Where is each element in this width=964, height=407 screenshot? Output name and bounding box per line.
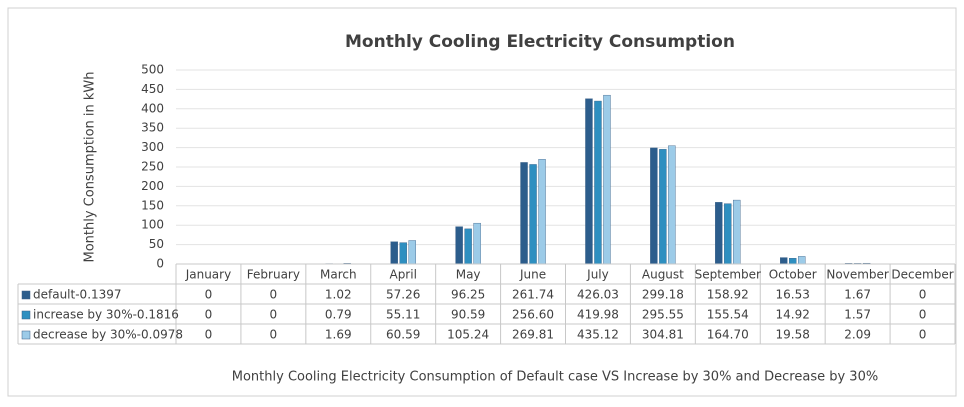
table-value: 1.02	[325, 288, 352, 302]
legend-swatch	[22, 291, 30, 299]
bar	[585, 99, 592, 264]
x-tick-label: March	[320, 268, 357, 282]
bar	[668, 146, 675, 264]
bar	[780, 258, 787, 264]
bar	[530, 164, 537, 264]
table-value: 1.69	[325, 328, 352, 342]
bar	[603, 95, 610, 264]
y-axis-label: Monthly Consumption in kWh	[83, 71, 98, 262]
y-tick-label: 500	[141, 63, 164, 77]
table-value: 1.67	[844, 288, 871, 302]
table-value: 90.59	[451, 308, 485, 322]
bar	[650, 148, 657, 264]
table-value: 0	[270, 328, 278, 342]
x-tick-label: July	[586, 268, 609, 282]
bar	[465, 229, 472, 264]
table-value: 0	[919, 308, 927, 322]
bar	[798, 256, 805, 264]
table-value: 19.58	[776, 328, 810, 342]
table-value: 155.54	[707, 308, 749, 322]
table-value: 14.92	[776, 308, 810, 322]
bar	[456, 227, 463, 264]
y-tick-label: 150	[141, 198, 164, 212]
table-value: 96.25	[451, 288, 485, 302]
table-value: 1.57	[844, 308, 871, 322]
bar	[733, 200, 740, 264]
y-tick-label: 250	[141, 160, 164, 174]
x-tick-label: August	[642, 268, 684, 282]
legend-swatch	[22, 331, 30, 339]
x-tick-label: October	[769, 268, 817, 282]
y-tick-label: 100	[141, 218, 164, 232]
x-tick-label: September	[695, 268, 761, 282]
bar	[715, 202, 722, 264]
table-value: 164.70	[707, 328, 749, 342]
bar	[400, 243, 407, 264]
legend-label: decrease by 30%-0.0978	[33, 328, 183, 342]
x-tick-label: December	[891, 268, 953, 282]
table-value: 0	[919, 288, 927, 302]
x-tick-label: January	[185, 268, 232, 282]
table-value: 16.53	[776, 288, 810, 302]
x-tick-label: February	[247, 268, 300, 282]
x-tick-label: April	[389, 268, 416, 282]
y-tick-label: 50	[149, 237, 164, 251]
table-value: 435.12	[577, 328, 619, 342]
x-tick-label: November	[826, 268, 888, 282]
table-value: 261.74	[512, 288, 554, 302]
table-value: 0	[919, 328, 927, 342]
table-value: 0	[205, 288, 213, 302]
x-tick-label: May	[456, 268, 481, 282]
table-value: 426.03	[577, 288, 619, 302]
table-value: 0	[270, 288, 278, 302]
table-value: 0	[205, 328, 213, 342]
y-tick-label: 450	[141, 82, 164, 96]
table-value: 269.81	[512, 328, 554, 342]
table-value: 0	[205, 308, 213, 322]
table-value: 105.24	[447, 328, 489, 342]
table-value: 0.79	[325, 308, 352, 322]
bar	[409, 240, 416, 264]
table-value: 2.09	[844, 328, 871, 342]
y-tick-label: 350	[141, 121, 164, 135]
table-value: 60.59	[386, 328, 420, 342]
chart-title: Monthly Cooling Electricity Consumption	[345, 32, 735, 52]
bar	[724, 204, 731, 264]
legend-label: increase by 30%-0.1816	[33, 308, 179, 322]
x-tick-label: June	[519, 268, 546, 282]
y-tick-label: 400	[141, 101, 164, 115]
y-tick-label: 200	[141, 179, 164, 193]
table-value: 158.92	[707, 288, 749, 302]
x-axis-label: Monthly Cooling Electricity Consumption …	[232, 370, 878, 385]
table-value: 256.60	[512, 308, 554, 322]
legend-label: default-0.1397	[33, 288, 122, 302]
table-value: 57.26	[386, 288, 420, 302]
table-value: 0	[270, 308, 278, 322]
y-tick-label: 300	[141, 140, 164, 154]
legend-swatch	[22, 311, 30, 319]
y-tick-label: 0	[156, 257, 164, 271]
table-value: 299.18	[642, 288, 684, 302]
bar	[594, 101, 601, 264]
bar	[539, 159, 546, 264]
bar	[391, 242, 398, 264]
bar	[474, 223, 481, 264]
bar	[521, 162, 528, 264]
bar	[659, 149, 666, 264]
table-value: 304.81	[642, 328, 684, 342]
table-value: 419.98	[577, 308, 619, 322]
bar	[789, 258, 796, 264]
table-value: 55.11	[386, 308, 420, 322]
table-value: 295.55	[642, 308, 684, 322]
